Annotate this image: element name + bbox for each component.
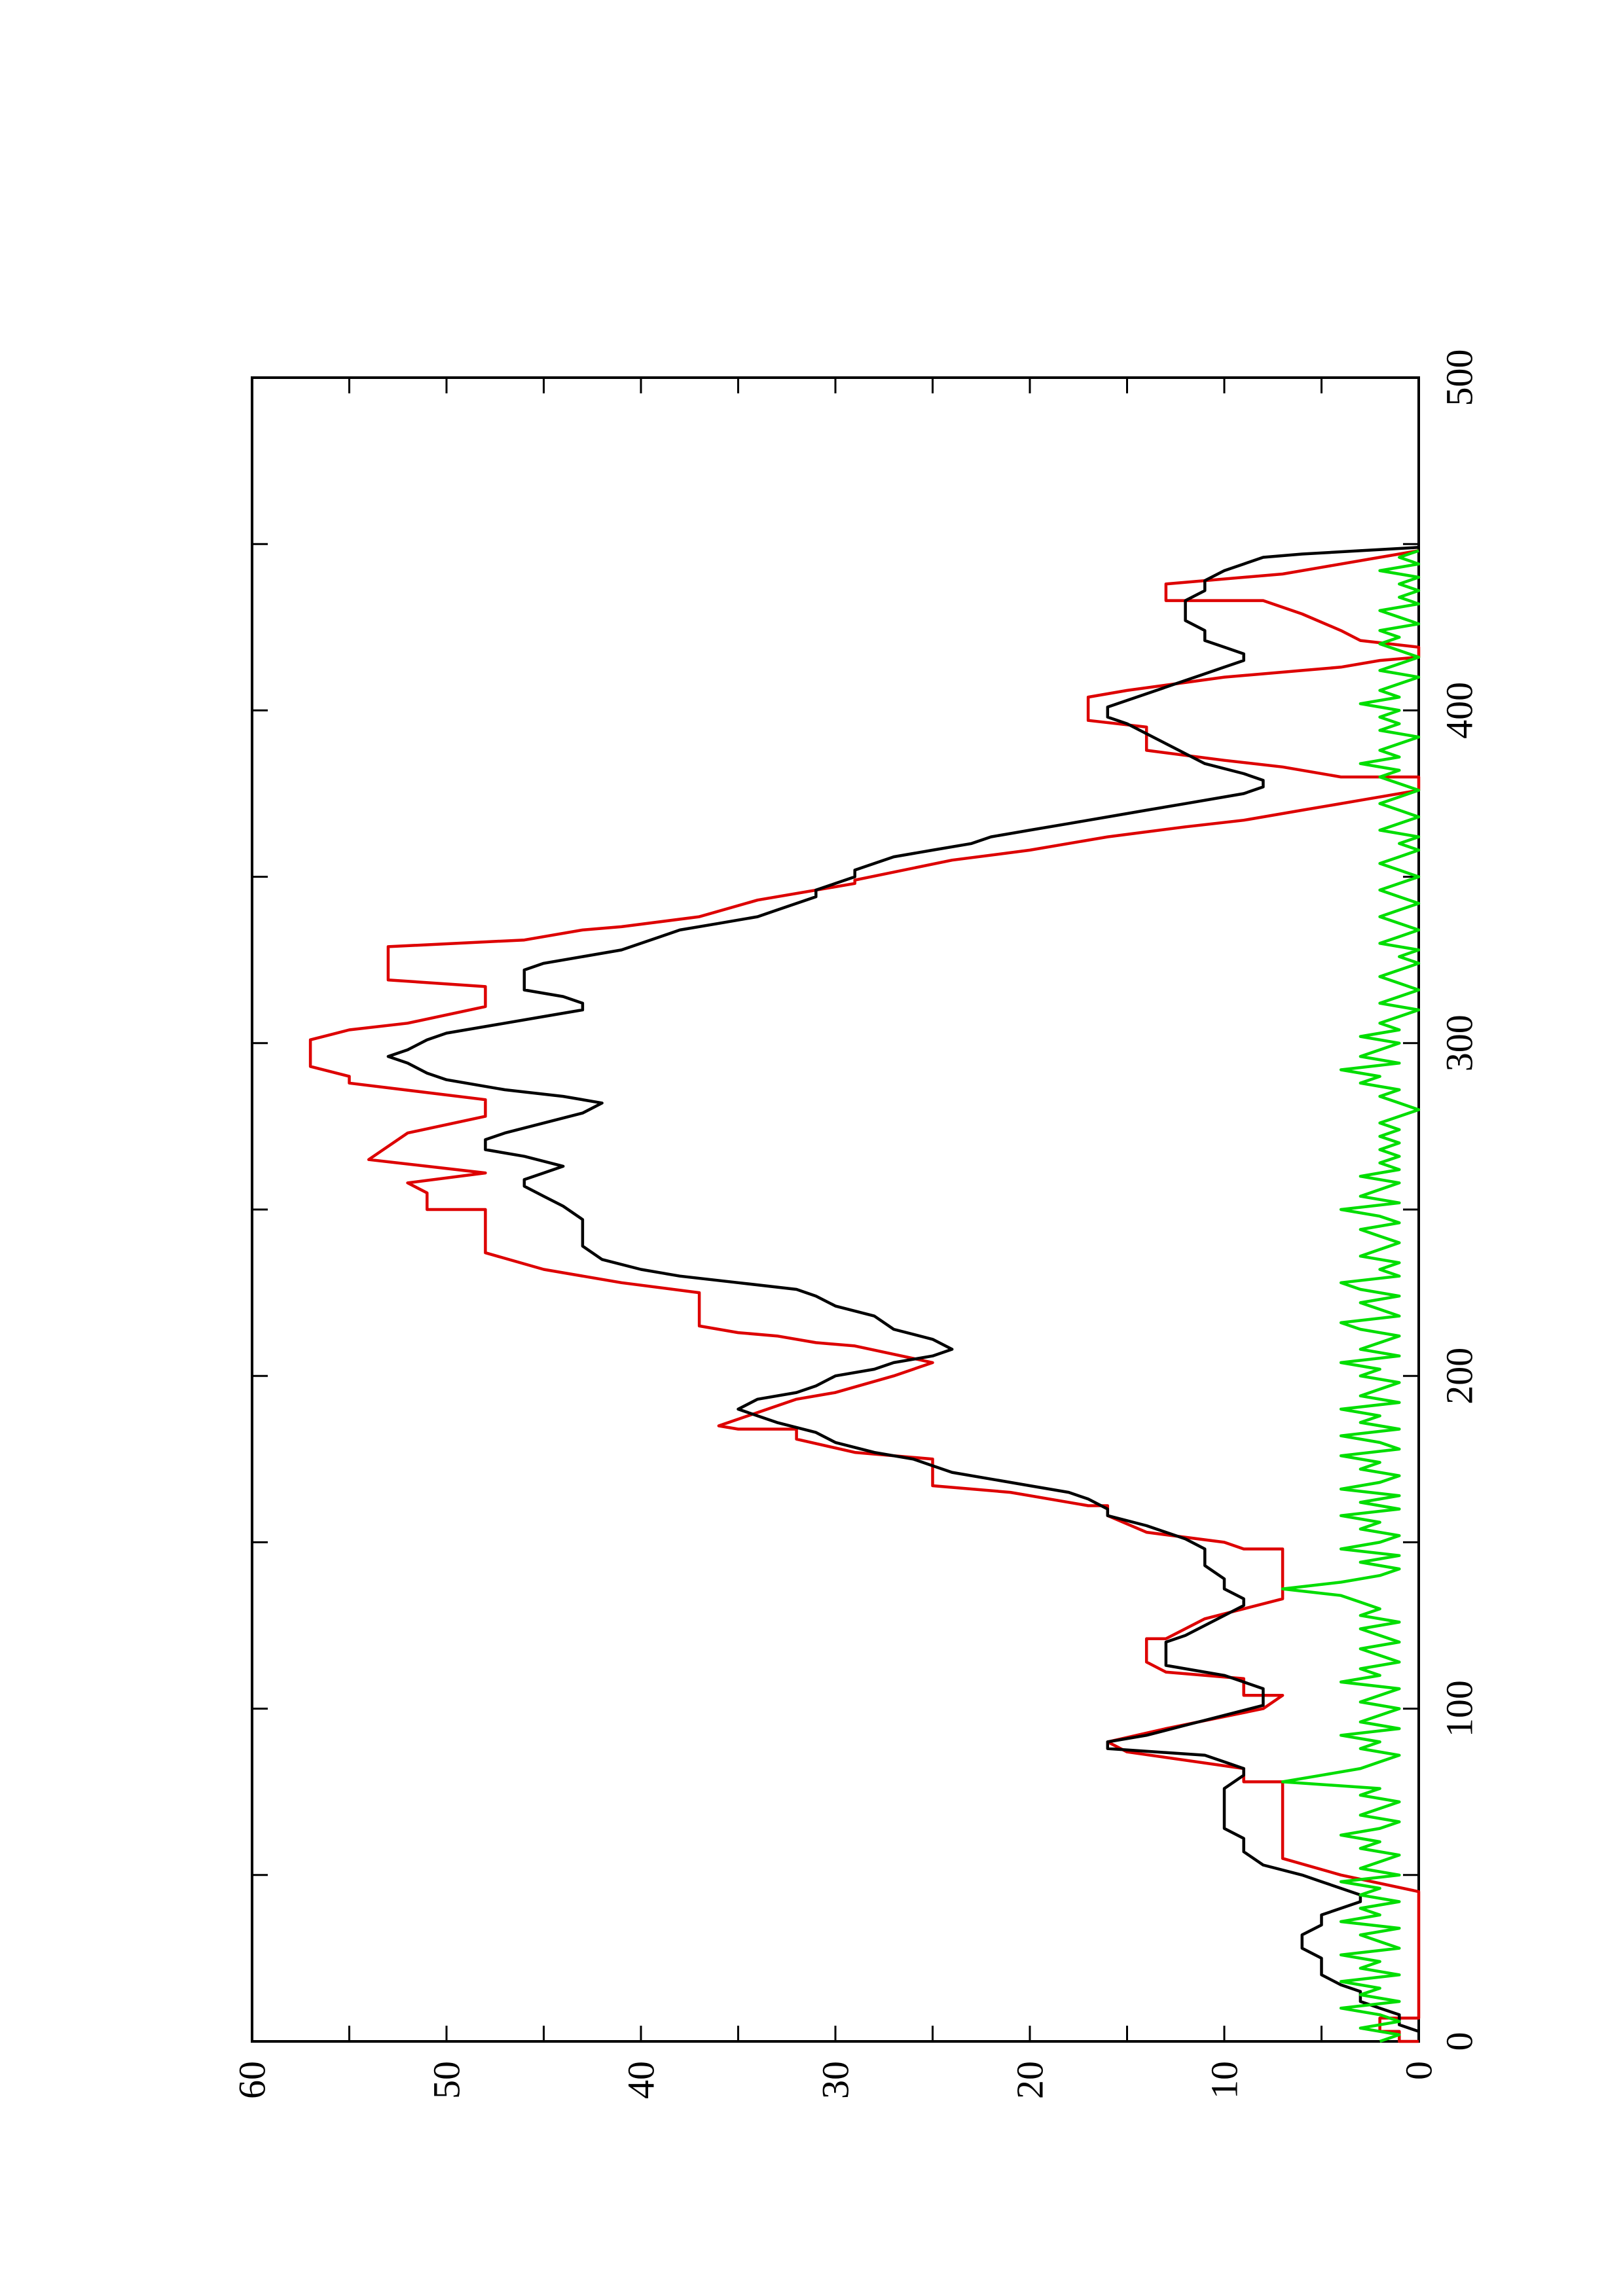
x-tick-label: 200 [1438, 1348, 1481, 1405]
series-line-2 [1281, 549, 1421, 2043]
series-group [308, 546, 1421, 2043]
x-tick-label: 0 [1438, 2032, 1481, 2051]
x-tick-label: 500 [1438, 350, 1481, 406]
series-line-0 [308, 549, 1421, 2043]
x-tick-label: 100 [1438, 1680, 1481, 1737]
y-tick-label: 40 [620, 2061, 663, 2099]
y-tick-label: 30 [814, 2061, 857, 2099]
y-tick-label: 10 [1203, 2061, 1246, 2099]
axis-ticks [251, 376, 1420, 2043]
y-tick-label: 20 [1009, 2061, 1051, 2099]
x-tick-label: 400 [1438, 682, 1481, 739]
x-tick-label: 300 [1438, 1014, 1481, 1071]
series-line-1 [386, 546, 1419, 2033]
y-tick-label: 0 [1398, 2061, 1440, 2080]
tick-labels: 0 100 200 300 400 500 0 10 20 30 40 50 60 [231, 350, 1481, 2100]
y-tick-label: 50 [426, 2061, 468, 2099]
y-tick-label: 60 [231, 2061, 274, 2099]
